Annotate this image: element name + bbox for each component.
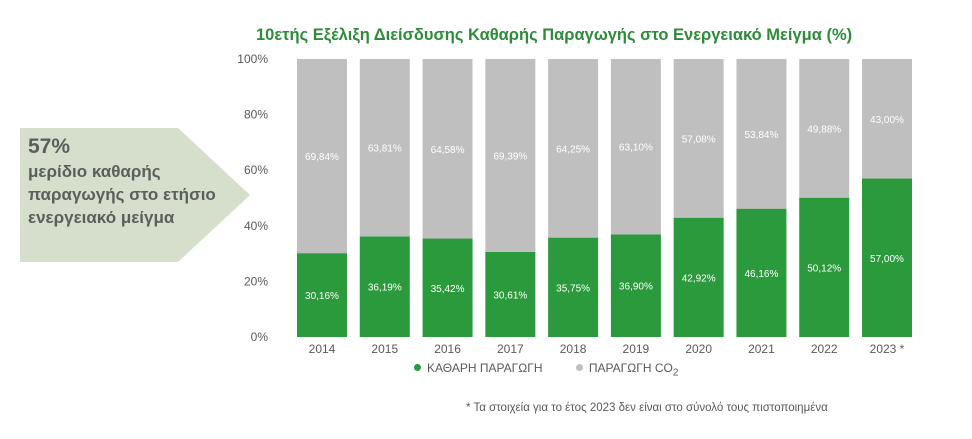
bar-clean: [548, 237, 599, 337]
data-label-clean: 30,16%: [305, 291, 339, 302]
callout-arrow: 57% μερίδιο καθαρής παραγωγής στο ετήσιο…: [20, 128, 270, 262]
callout-line-1: μερίδιο καθαρής: [28, 162, 161, 181]
data-label-clean: 50,12%: [807, 263, 841, 274]
y-tick-label: 0%: [251, 330, 269, 344]
bar-co2: [862, 59, 912, 179]
bar-clean: [862, 178, 912, 337]
data-label-co2: 57,08%: [682, 134, 716, 145]
data-label-clean: 46,16%: [744, 269, 778, 280]
bar-co2: [610, 59, 661, 235]
data-label-co2: 63,81%: [368, 144, 402, 155]
data-label-clean: 35,42%: [431, 284, 465, 295]
x-tick-label: 2023 *: [870, 342, 905, 356]
bar-clean: [799, 197, 850, 337]
bar-co2: [548, 59, 599, 238]
x-tick-label: 2021: [748, 342, 775, 356]
y-tick-label: 40%: [244, 219, 268, 233]
x-tick-label: 2015: [371, 342, 398, 356]
legend-item-co2: ΠΑΡΑΓΩΓΗ CO2: [575, 361, 679, 379]
y-tick-label: 100%: [237, 52, 268, 66]
x-tick-label: 2018: [560, 342, 587, 356]
legend: ΚΑΘΑΡΗ ΠΑΡΑΓΩΓΗ ΠΑΡΑΓΩΓΗ CO2: [414, 361, 708, 381]
callout-arrow-shape: [20, 128, 250, 262]
bar-clean: [485, 251, 536, 337]
chart-title: 10ετής Εξέλιξη Διείσδυσης Καθαρής Παραγω…: [256, 26, 853, 44]
x-tick-label: 2017: [497, 342, 524, 356]
data-label-co2: 49,88%: [807, 124, 841, 135]
x-tick-label: 2020: [685, 342, 712, 356]
bar-clean: [610, 234, 661, 337]
x-tick-label: 2014: [309, 342, 336, 356]
data-label-co2: 69,84%: [305, 152, 339, 163]
data-label-clean: 42,92%: [682, 273, 716, 284]
bar-co2: [799, 59, 850, 198]
footnote: * Τα στοιχεία για το έτος 2023 δεν είναι…: [466, 402, 828, 414]
bar-clean: [422, 238, 473, 337]
legend-label-co2: ΠΑΡΑΓΩΓΗ CO: [588, 361, 673, 375]
legend-label-co2-sub: 2: [672, 367, 679, 379]
bar-clean: [359, 236, 410, 337]
bar-co2: [673, 59, 724, 218]
bar-co2: [359, 59, 410, 237]
legend-dot-clean: [414, 364, 421, 371]
bar-clean: [673, 217, 724, 337]
data-label-clean: 57,00%: [870, 254, 904, 265]
x-tick-label: 2022: [811, 342, 838, 356]
y-tick-label: 80%: [244, 108, 268, 122]
bar-co2: [422, 59, 473, 239]
data-label-clean: 35,75%: [556, 283, 590, 294]
bar-clean: [297, 253, 347, 337]
callout-line-3: ενεργειακό μείγμα: [28, 208, 175, 227]
legend-item-clean: ΚΑΘΑΡΗ ΠΑΡΑΓΩΓΗ: [414, 361, 543, 375]
callout-percent: 57%: [28, 135, 71, 158]
callout-line-2: παραγωγής στο ετήσιο: [28, 185, 216, 204]
data-label-clean: 36,90%: [619, 282, 653, 293]
y-tick-label: 20%: [244, 274, 268, 288]
data-label-co2: 64,25%: [556, 144, 590, 155]
bar-clean: [736, 208, 787, 337]
data-label-clean: 36,19%: [368, 283, 402, 294]
data-label-clean: 30,61%: [493, 290, 527, 301]
data-label-co2: 43,00%: [870, 115, 904, 126]
legend-dot-co2: [575, 364, 583, 371]
y-tick-label: 60%: [244, 163, 268, 177]
data-label-co2: 64,58%: [431, 145, 465, 156]
bar-co2: [297, 59, 347, 254]
legend-label-clean: ΚΑΘΑΡΗ ΠΑΡΑΓΩΓΗ: [427, 361, 543, 375]
bar-co2: [736, 59, 787, 209]
x-tick-label: 2016: [434, 342, 461, 356]
data-label-co2: 63,10%: [619, 143, 653, 154]
bar-co2: [485, 59, 536, 252]
x-tick-label: 2019: [623, 342, 650, 356]
data-label-co2: 69,39%: [493, 151, 527, 162]
data-label-co2: 53,84%: [744, 130, 778, 141]
